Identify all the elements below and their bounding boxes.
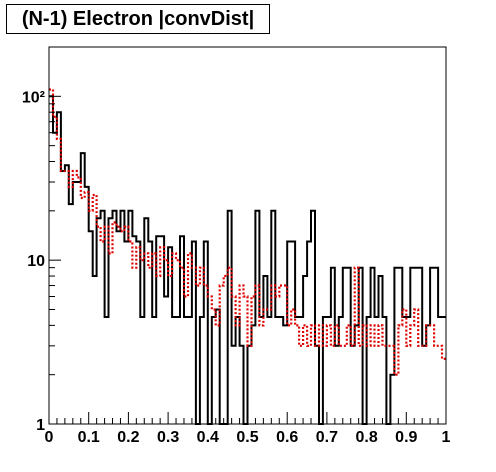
histogram-series-1 xyxy=(49,88,446,376)
y-tick-label: 10² xyxy=(22,89,45,106)
y-tick-label: 1 xyxy=(36,417,45,434)
x-tick-label: 0.4 xyxy=(197,429,219,446)
y-tick-label: 10 xyxy=(27,253,45,270)
x-tick-label: 0.3 xyxy=(157,429,179,446)
x-tick-label: 0.5 xyxy=(236,429,258,446)
x-tick-label: 0.1 xyxy=(78,429,100,446)
x-tick-label: 0.7 xyxy=(316,429,338,446)
x-tick-label: 0.2 xyxy=(117,429,139,446)
x-tick-label: 1 xyxy=(442,429,451,446)
x-tick-label: 0 xyxy=(45,429,54,446)
x-tick-label: 0.8 xyxy=(355,429,377,446)
histogram-series-0 xyxy=(49,95,446,425)
x-tick-label: 0.9 xyxy=(395,429,417,446)
x-tick-label: 0.6 xyxy=(276,429,298,446)
chart-title-box: (N-1) Electron |convDist| xyxy=(6,4,270,34)
chart-title: (N-1) Electron |convDist| xyxy=(21,7,255,30)
